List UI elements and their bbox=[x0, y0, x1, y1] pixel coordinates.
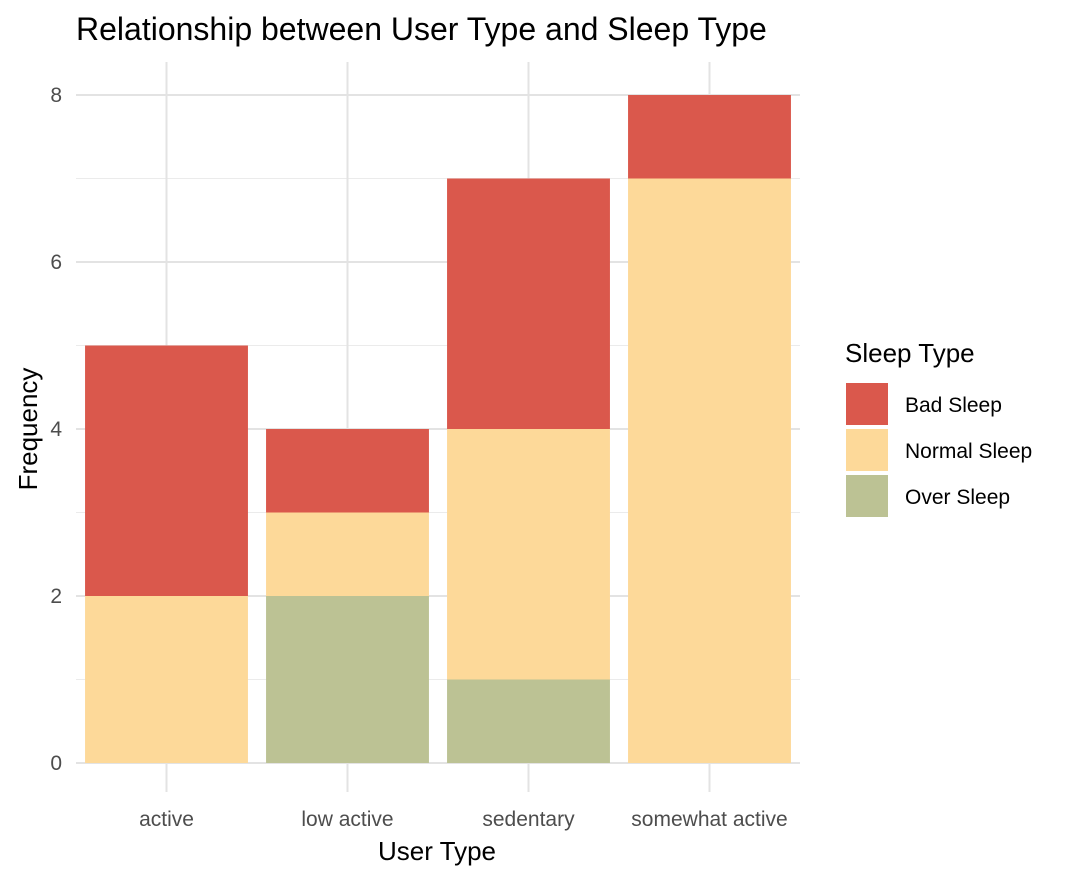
y-tick-label: 6 bbox=[50, 251, 62, 274]
bar-segment bbox=[266, 596, 429, 763]
chart-title: Relationship between User Type and Sleep… bbox=[76, 11, 767, 47]
y-tick-label: 4 bbox=[50, 418, 62, 441]
x-tick-label: active bbox=[139, 808, 194, 831]
x-tick-label: sedentary bbox=[482, 808, 575, 831]
bar-segment bbox=[266, 429, 429, 513]
y-tick-labels: 0 2 4 6 8 bbox=[50, 84, 62, 775]
legend-swatch bbox=[846, 429, 888, 471]
bar-segment bbox=[447, 679, 610, 763]
x-axis-label: User Type bbox=[378, 836, 496, 866]
bar-segment bbox=[85, 345, 248, 596]
bar-segment bbox=[85, 596, 248, 763]
legend-items: Bad Sleep Normal Sleep Over Sleep bbox=[846, 383, 1032, 517]
y-axis-label: Frequency bbox=[13, 368, 43, 491]
legend-swatch bbox=[846, 383, 888, 425]
bar-segment bbox=[266, 512, 429, 596]
bar-segment bbox=[628, 178, 791, 763]
legend: Sleep Type Bad Sleep Normal Sleep Over Sle… bbox=[845, 338, 1032, 517]
legend-swatch bbox=[846, 475, 888, 517]
x-tick-label: somewhat active bbox=[631, 808, 787, 831]
legend-label: Normal Sleep bbox=[905, 440, 1032, 463]
bars bbox=[85, 95, 791, 763]
x-tick-labels: active low active sedentary somewhat active bbox=[139, 808, 788, 831]
legend-title: Sleep Type bbox=[845, 338, 975, 368]
bar-segment bbox=[628, 95, 791, 179]
legend-label: Bad Sleep bbox=[905, 394, 1002, 417]
y-tick-label: 8 bbox=[50, 84, 62, 107]
y-tick-label: 2 bbox=[50, 585, 62, 608]
legend-label: Over Sleep bbox=[905, 486, 1010, 509]
bar-segment bbox=[447, 429, 610, 680]
bar-segment bbox=[447, 178, 610, 429]
x-tick-label: low active bbox=[301, 808, 393, 831]
y-tick-label: 0 bbox=[50, 752, 62, 775]
